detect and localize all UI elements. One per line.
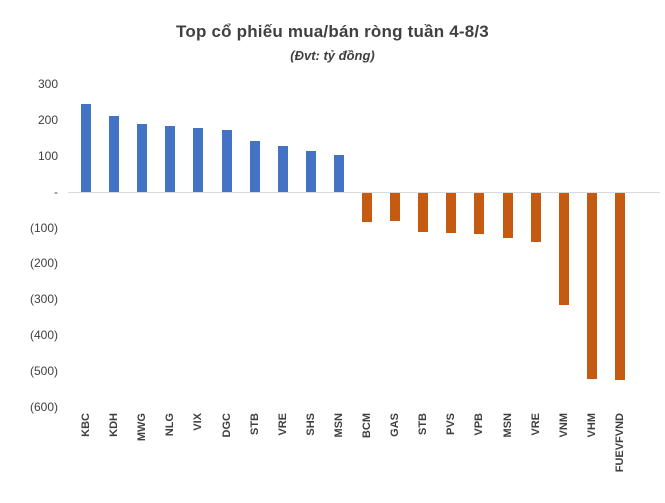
x-axis-tick-label: VPB [473,413,486,436]
x-axis-tick-label: VIX [192,413,205,431]
bar-nlg [165,126,176,192]
bar-stb [249,140,260,192]
bar-kbc [81,103,91,192]
bar-kdh [109,115,120,192]
x-axis-tick-label: KDH [108,413,121,437]
y-axis-tick-label: - [54,184,58,199]
bar-vix [193,128,204,192]
x-axis-tick-label: MSN [501,413,514,438]
bar-dgc [221,129,232,192]
bar-pvs [446,192,457,233]
bar-vnm [558,192,569,306]
y-axis-tick-label: 200 [37,112,58,127]
x-axis-tick-label: MSN [332,413,345,438]
y-axis-tick-label: (600) [29,400,58,414]
bar-shs [305,151,316,192]
bar-vre [530,192,541,243]
y-axis-tick-label: (100) [29,220,58,235]
x-axis-tick-label: DGC [220,413,233,438]
chart-title: Top cổ phiếu mua/bán ròng tuần 4-8/3 [176,22,489,41]
y-axis-tick-label: 100 [37,148,58,163]
x-axis-tick-label: VRE [276,413,289,436]
x-axis-tick-label: VNM [557,413,570,438]
bar-mwg [137,124,148,192]
bar-vpb [474,192,485,234]
y-axis-tick-label: (400) [29,328,58,343]
x-axis-tick-label: FUEVFVND [613,413,626,473]
x-axis-tick-label: SHS [304,413,317,436]
chart-subtitle: (Đvt: tỷ đồng) [290,48,375,63]
bar-bcm [362,192,372,223]
x-axis-tick-label: NLG [164,413,177,437]
x-axis-tick-label: KBC [80,413,92,437]
bar-stb [418,192,429,233]
x-axis-tick-label: PVS [445,413,458,436]
y-axis-tick-label: (500) [29,364,58,379]
y-axis-tick-label: (300) [29,292,58,307]
bar-fuevfvnd [614,192,625,381]
x-axis-tick-label: BCM [361,413,373,439]
x-axis-tick-label: STB [248,413,261,435]
y-axis-tick-label: 300 [37,77,58,91]
x-axis-tick-label: VRE [529,413,542,436]
x-axis-tick-label: VHM [585,413,598,438]
bar-msn [333,155,344,192]
bar-vre [277,146,288,192]
bar-vhm [586,192,597,380]
bar-msn [502,192,513,238]
x-axis-tick-label: STB [417,413,430,435]
bar-gas [390,192,401,222]
x-axis-tick-label: GAS [389,413,402,437]
y-axis-tick-label: (200) [29,256,58,271]
zero-axis-line [68,192,660,193]
x-axis-tick-label: MWG [136,413,149,442]
